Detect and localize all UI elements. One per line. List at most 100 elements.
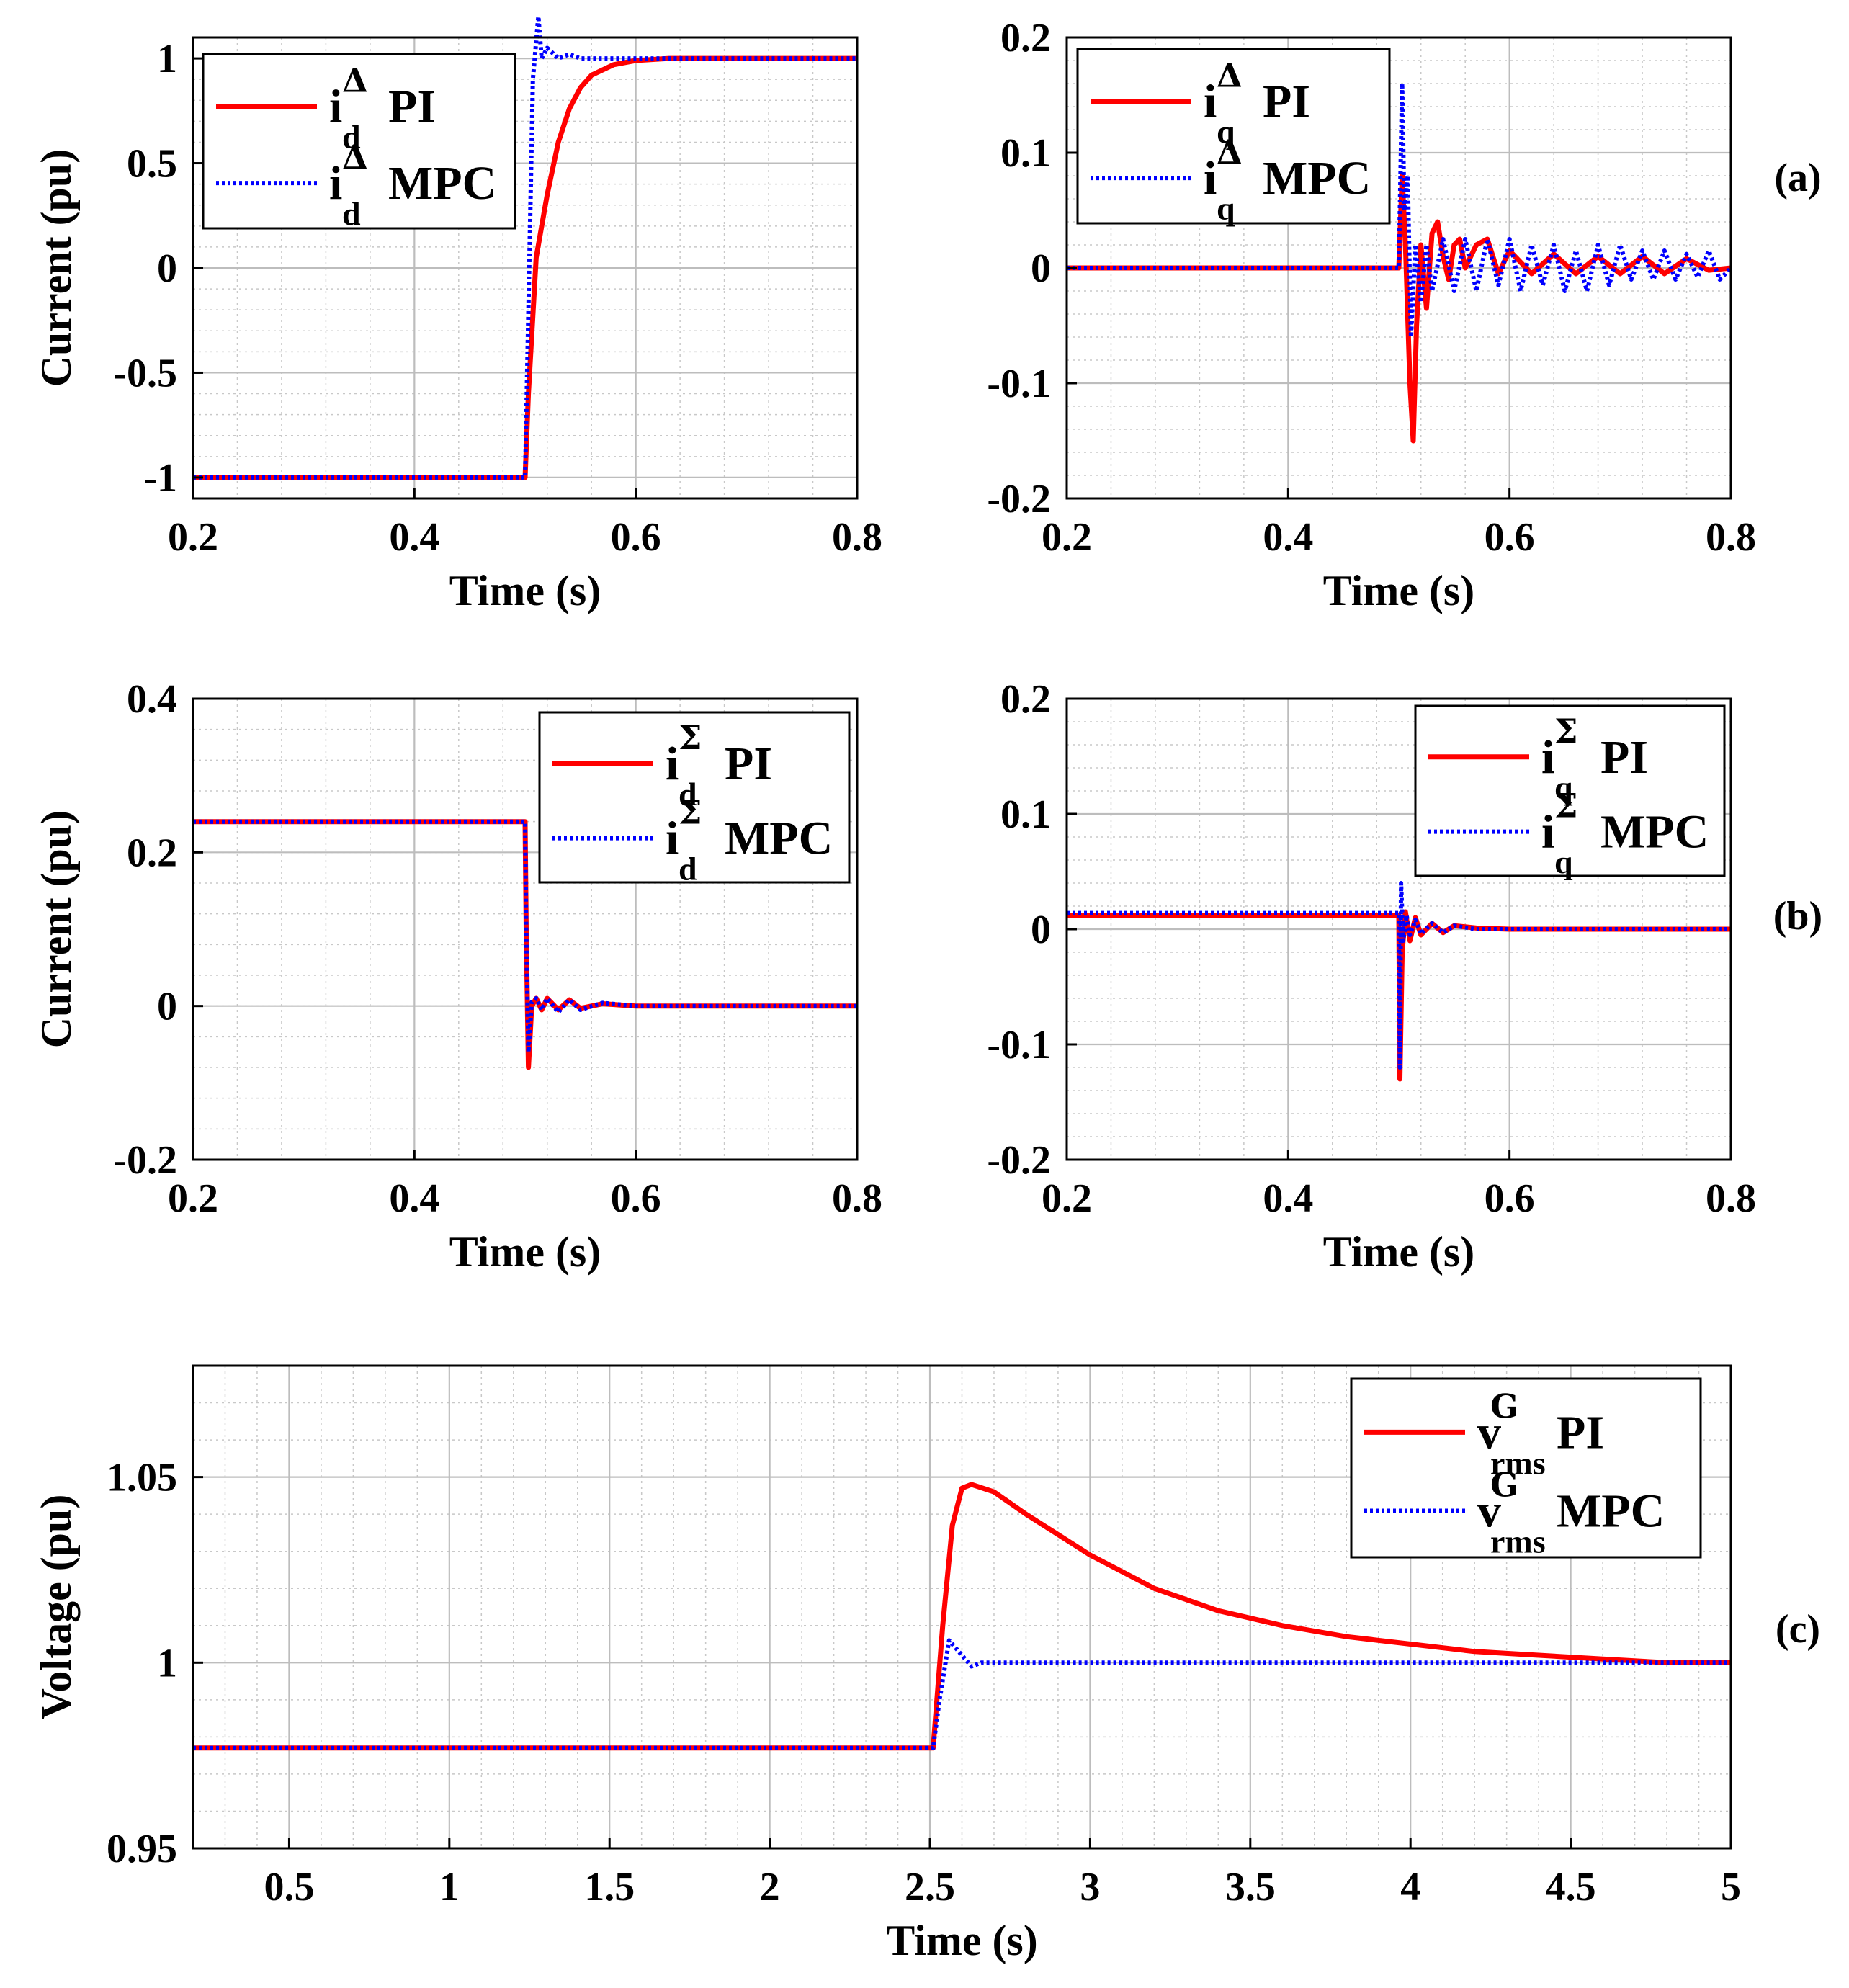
legend-box <box>538 711 851 884</box>
x-tick-label: 0.8 <box>832 515 882 560</box>
y-tick-label: -0.1 <box>987 1023 1051 1067</box>
x-tick-label: 0.8 <box>1706 1176 1756 1221</box>
y-tick-label: 1 <box>157 1641 177 1685</box>
y-tick-label: 0.2 <box>127 830 177 875</box>
legend-entry-text: MPC <box>1557 1485 1665 1538</box>
legend-symbol-base: i <box>1204 76 1217 128</box>
y-tick-label: 0.2 <box>1000 16 1051 61</box>
legend-symbol-superscript: Σ <box>679 793 702 832</box>
legend-box <box>202 53 516 230</box>
legend-symbol-superscript: Δ <box>1217 133 1243 171</box>
legend-symbol-subscript: q <box>1554 844 1573 881</box>
y-tick-label: 0 <box>1031 246 1051 291</box>
x-tick-label: 4.5 <box>1546 1865 1596 1909</box>
x-tick-label: 0.6 <box>611 515 661 560</box>
x-tick-label: 2 <box>760 1865 780 1909</box>
x-axis-label: Time (s) <box>1323 1228 1475 1276</box>
legend-entry-text: MPC <box>1263 152 1371 205</box>
panel-4: 0.5 1 1.5 2 2.5 3 3.5 4 4.5 5 0.95 1 1.05 Time (s) Vol… <box>32 1364 1741 1964</box>
legend-entry-text: MPC <box>725 812 833 865</box>
legend-symbol-subscript: q <box>1217 114 1235 151</box>
axes-frame <box>192 697 859 1161</box>
x-tick-label: 0.6 <box>1485 515 1535 560</box>
panel-0: 0.2 0.4 0.6 0.8 -1 -0.5 0 0.5 1 Time (s) Current (… <box>32 14 882 614</box>
series-line-mpc <box>1067 881 1731 1070</box>
x-tick-label: 0.2 <box>1042 515 1092 560</box>
series-line-mpc <box>193 819 857 1055</box>
legend-symbol-superscript: Σ <box>1554 712 1578 751</box>
y-tick-label: 0 <box>1031 908 1051 952</box>
x-tick-label: 2.5 <box>905 1865 955 1909</box>
y-tick-label: 0.2 <box>1000 677 1051 722</box>
x-tick-label: 1.5 <box>584 1865 635 1909</box>
x-tick-label: 0.6 <box>1485 1176 1535 1221</box>
panel-label-b: (b) <box>1773 894 1822 939</box>
legend-symbol-subscript: d <box>342 195 361 232</box>
series-line-pi <box>1067 909 1731 1082</box>
x-tick-label: 0.2 <box>1042 1176 1092 1221</box>
x-tick-label: 4 <box>1400 1865 1420 1909</box>
legend-entry-text: PI <box>1557 1406 1604 1459</box>
legend-symbol-subscript: q <box>1217 190 1235 227</box>
legend-box <box>1076 48 1391 225</box>
y-tick-label: -0.2 <box>987 1138 1051 1183</box>
y-tick-label: 0 <box>157 985 177 1029</box>
legend-symbol-superscript: Σ <box>679 718 702 757</box>
y-tick-label: 0.1 <box>1000 792 1051 837</box>
x-tick-label: 0.4 <box>1263 515 1313 560</box>
legend-symbol-superscript: Δ <box>342 138 368 176</box>
axes-frame <box>192 1364 1732 1850</box>
legend-entry-text: PI <box>388 81 436 133</box>
y-tick-label: 0 <box>157 246 177 291</box>
legend-symbol-base: i <box>1541 806 1554 859</box>
legend-symbol-subscript: d <box>342 119 361 156</box>
legend-entry-text: PI <box>1263 76 1310 128</box>
x-tick-label: 1 <box>439 1865 460 1909</box>
y-tick-label: 1.05 <box>107 1456 177 1500</box>
legend-symbol-superscript: Δ <box>1217 56 1243 95</box>
y-tick-label: 0.1 <box>1000 131 1051 176</box>
legend-entry-text: PI <box>725 738 772 790</box>
legend-symbol-subscript: d <box>679 851 697 887</box>
x-tick-label: 0.8 <box>1706 515 1756 560</box>
x-axis-label: Time (s) <box>886 1917 1038 1964</box>
legend-symbol-base: i <box>1541 731 1554 784</box>
x-tick-label: 0.4 <box>389 1176 439 1221</box>
x-tick-label: 0.8 <box>832 1176 882 1221</box>
legend-symbol-superscript: Σ <box>1554 787 1578 825</box>
legend-symbol-base: v <box>1477 1485 1501 1538</box>
panel-label-a: (a) <box>1774 156 1821 200</box>
y-tick-label: -1 <box>143 456 177 501</box>
legend-symbol-base: i <box>329 157 342 210</box>
legend-symbol-base: i <box>666 738 679 790</box>
legend-symbol-base: v <box>1477 1406 1501 1459</box>
legend-symbol-superscript: G <box>1490 1466 1518 1505</box>
series-line-mpc <box>193 1638 1731 1750</box>
x-tick-label: 0.2 <box>168 515 218 560</box>
x-tick-label: 0.4 <box>1263 1176 1313 1221</box>
legend-entry-text: MPC <box>388 157 496 210</box>
legend-symbol-base: i <box>1204 152 1217 205</box>
y-axis-label: Current (pu) <box>32 810 80 1049</box>
y-tick-label: 1 <box>157 37 177 81</box>
series-line-pi <box>193 55 857 480</box>
series-line-mpc <box>193 14 857 480</box>
series-line-pi <box>193 1482 1731 1751</box>
legend-entry-text: MPC <box>1600 806 1709 859</box>
y-tick-label: 0.5 <box>127 142 177 187</box>
x-axis-label: Time (s) <box>449 1228 601 1276</box>
x-axis-label: Time (s) <box>1323 567 1475 614</box>
y-tick-label: -0.2 <box>987 477 1051 521</box>
x-tick-label: 0.5 <box>264 1865 314 1909</box>
legend-symbol-base: i <box>666 812 679 865</box>
legend-symbol-superscript: Δ <box>342 61 368 100</box>
